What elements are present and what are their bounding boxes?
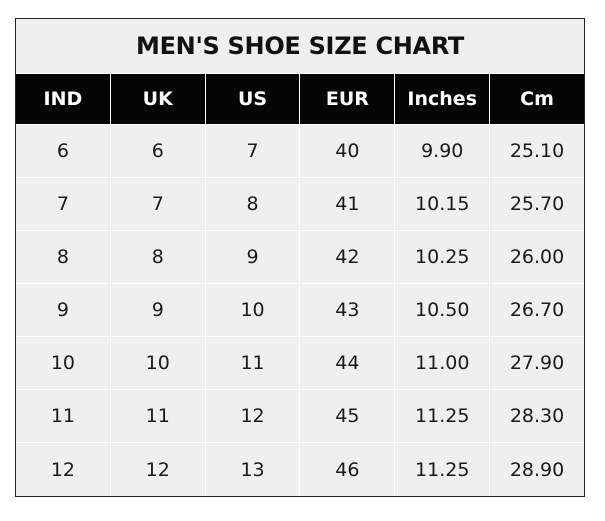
cell-inches: 11.25 — [395, 390, 491, 443]
cell-eur: 43 — [300, 284, 396, 337]
cell-cm: 26.00 — [490, 231, 584, 284]
table-row: 9 9 10 43 10.50 26.70 — [16, 284, 584, 337]
cell-uk: 12 — [111, 443, 206, 496]
cell-ind: 7 — [16, 178, 111, 231]
cell-inches: 11.25 — [395, 443, 491, 496]
header-row: IND UK US EUR Inches Cm — [16, 74, 584, 125]
cell-eur: 41 — [300, 178, 396, 231]
cell-us: 12 — [205, 390, 301, 443]
cell-ind: 6 — [16, 125, 111, 178]
cell-uk: 9 — [110, 284, 206, 337]
cell-inches: 10.50 — [395, 284, 491, 337]
cell-eur: 40 — [300, 125, 396, 178]
cell-eur: 44 — [300, 337, 396, 390]
cell-us: 9 — [205, 231, 301, 284]
cell-eur: 46 — [300, 443, 396, 496]
header-uk: UK — [110, 74, 206, 125]
cell-us: 11 — [205, 337, 301, 390]
cell-us: 13 — [206, 443, 301, 496]
table-row: 12 12 13 46 11.25 28.90 — [16, 443, 584, 496]
cell-ind: 8 — [16, 231, 111, 284]
table-row: 8 8 9 42 10.25 26.00 — [16, 231, 584, 284]
table-row: 7 7 8 41 10.15 25.70 — [16, 178, 584, 231]
cell-uk: 11 — [110, 390, 206, 443]
cell-uk: 10 — [110, 337, 206, 390]
cell-uk: 6 — [110, 125, 206, 178]
header-eur: EUR — [300, 74, 396, 125]
cell-ind: 11 — [16, 390, 111, 443]
cell-cm: 26.70 — [490, 284, 584, 337]
cell-ind: 9 — [16, 284, 111, 337]
header-ind: IND — [16, 74, 111, 125]
cell-cm: 28.90 — [509, 458, 565, 481]
cell-inches: 11.00 — [395, 337, 491, 390]
cell-ind: 10 — [16, 337, 111, 390]
cell-us: 7 — [205, 125, 301, 178]
table-row: 11 11 12 45 11.25 28.30 — [16, 390, 584, 443]
table-title: MEN'S SHOE SIZE CHART — [16, 19, 584, 74]
header-inches: Inches — [395, 74, 491, 125]
cell-eur: 45 — [300, 390, 396, 443]
cell-inches: 10.25 — [395, 231, 491, 284]
size-chart-table: MEN'S SHOE SIZE CHART IND UK US EUR Inch… — [15, 18, 585, 497]
table-row: 6 6 7 40 9.90 25.10 — [16, 125, 584, 178]
cell-inches: 10.15 — [395, 178, 491, 231]
cell-inches: 9.90 — [395, 125, 491, 178]
cell-cm: 25.70 — [490, 178, 584, 231]
table-row: 10 10 11 44 11.00 27.90 — [16, 337, 584, 390]
cell-cm: 25.10 — [490, 125, 584, 178]
cell-us: 10 — [205, 284, 301, 337]
cell-us: 8 — [205, 178, 301, 231]
header-cm: Cm — [490, 74, 584, 125]
header-us: US — [205, 74, 301, 125]
cell-cm: 28.30 — [490, 390, 584, 443]
cell-ind: 12 — [16, 443, 111, 496]
cell-cm: 27.90 — [490, 337, 584, 390]
cell-uk: 7 — [110, 178, 206, 231]
cell-eur: 42 — [300, 231, 396, 284]
cell-uk: 8 — [110, 231, 206, 284]
